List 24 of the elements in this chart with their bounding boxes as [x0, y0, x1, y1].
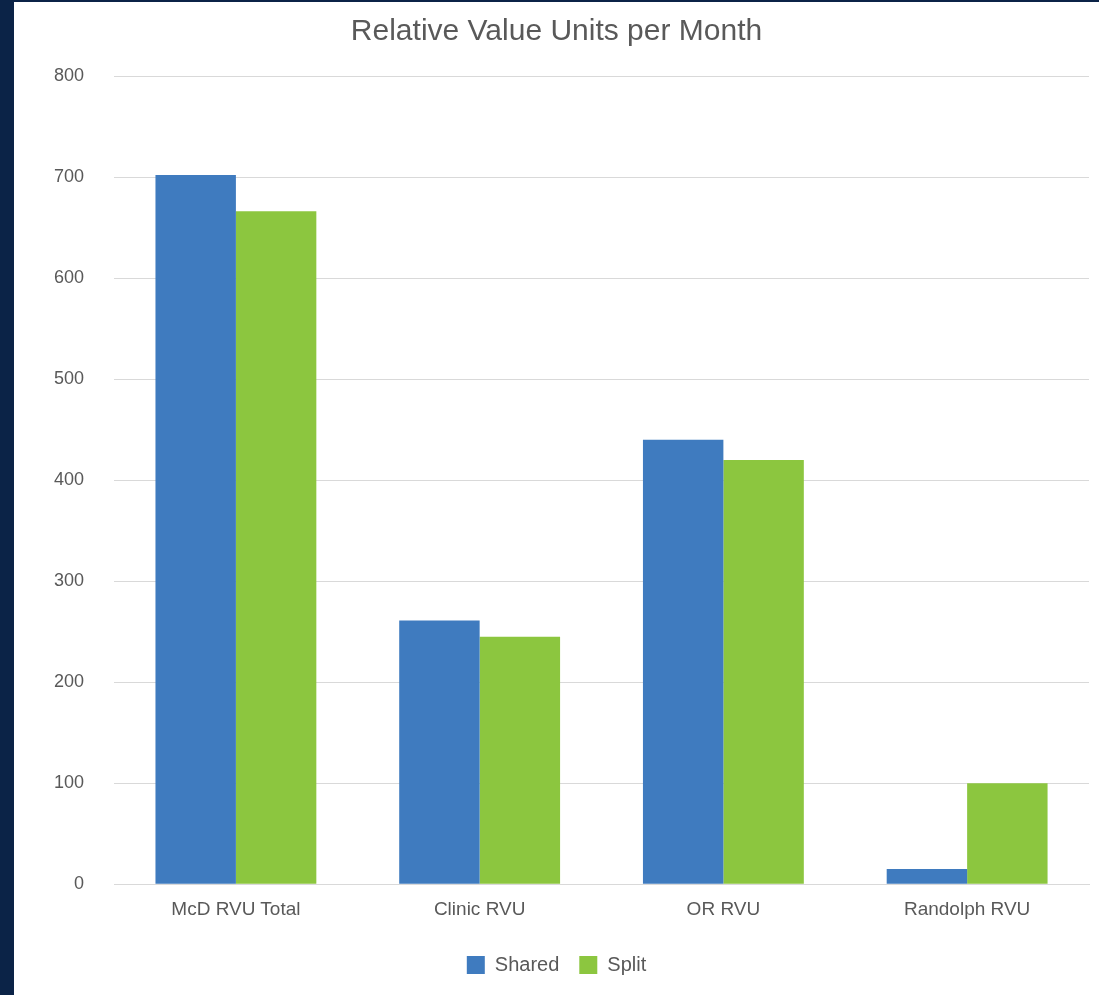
- bar: [235, 211, 317, 884]
- bar: [723, 459, 804, 884]
- y-tick-label: 500: [53, 368, 85, 389]
- bar: [967, 783, 1048, 884]
- x-tick-label: McD RVU Total: [171, 897, 301, 919]
- y-tick-label: 200: [53, 671, 85, 692]
- y-tick-label: 300: [53, 570, 85, 591]
- y-tick-label: 0: [74, 873, 85, 894]
- bar: [479, 636, 561, 884]
- bar: [155, 175, 236, 884]
- x-tick-label: OR RVU: [686, 897, 761, 919]
- chart-title: Relative Value Units per Month: [350, 13, 763, 47]
- bar: [886, 869, 968, 884]
- bar: [642, 439, 724, 884]
- y-tick-label: 400: [53, 469, 85, 490]
- legend-label: Split: [607, 952, 647, 975]
- x-tick-label: Randolph RVU: [903, 897, 1031, 919]
- x-tick-label: Clinic RVU: [433, 897, 526, 919]
- y-tick-label: 800: [53, 64, 85, 85]
- bar: [399, 620, 480, 884]
- y-tick-label: 700: [53, 165, 85, 186]
- y-tick-label: 100: [53, 772, 85, 793]
- legend-label: Shared: [494, 952, 560, 975]
- y-tick-label: 600: [53, 267, 85, 288]
